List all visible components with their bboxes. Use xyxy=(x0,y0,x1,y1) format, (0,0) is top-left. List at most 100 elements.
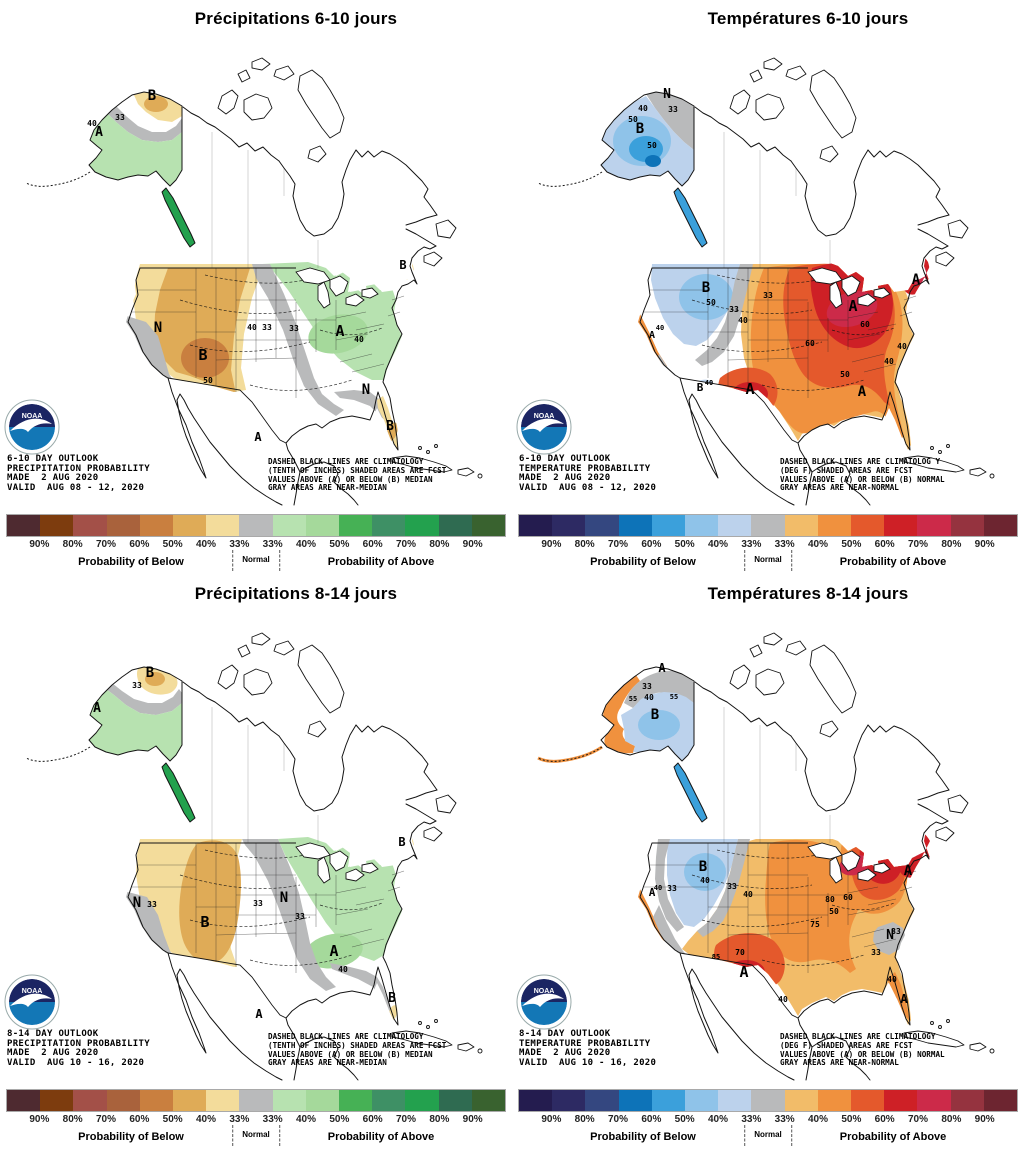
legend-percent-label: 90% xyxy=(29,539,50,550)
region-label: 50 xyxy=(647,141,657,150)
region-label: A xyxy=(329,942,338,960)
region-label: 33 xyxy=(115,113,125,122)
legend-percent-label: 80% xyxy=(941,1114,962,1125)
region-label: 40 xyxy=(887,975,897,984)
outlook-info-line: 6-10 DAY OUTLOOK xyxy=(7,454,99,464)
legend-segment xyxy=(651,1090,686,1111)
outlook-info-block: 8-14 DAY OUTLOOK TEMPERATURE PROBABILITY M… xyxy=(519,1029,656,1068)
legend-segment xyxy=(618,1090,652,1111)
legend-segment xyxy=(519,1090,553,1111)
legend-segment xyxy=(917,1090,951,1111)
region-label: 70 xyxy=(735,948,745,957)
legend-below-label: Probability of Below xyxy=(590,1131,696,1143)
outlook-info-line: 8-14 DAY OUTLOOK xyxy=(7,1029,99,1039)
disclaimer-line: DASHED BLACK LINES ARE CLIMATOLOG Y xyxy=(780,457,941,466)
legend-segment xyxy=(438,1090,472,1111)
region-label: 40 xyxy=(778,995,788,1004)
region-label: 40 xyxy=(644,693,654,702)
panel-precip-6-10: Précipitations 6-10 jours B 33 40 A N B 50 40 33… xyxy=(0,0,512,575)
region-label: A xyxy=(848,297,857,315)
legend-percent-label: 33% xyxy=(229,1114,250,1125)
outlook-info-line: MADE 2 AUG 2020 xyxy=(519,473,611,484)
region-label: 40 xyxy=(638,104,648,113)
region-label: 40 xyxy=(338,965,348,974)
legend-percent-label: 80% xyxy=(574,539,595,550)
disclaimer-line: (TENTH OF INCHES) SHADED AREAS ARE FCST xyxy=(268,1040,447,1050)
conus-shaded-regions xyxy=(638,253,930,450)
region-label: A xyxy=(900,992,908,1006)
region-label: N xyxy=(362,382,370,398)
legend-segment xyxy=(206,515,240,536)
region-label: A xyxy=(745,380,754,398)
outlook-info-line: PRECIPITATION PROBABILITY xyxy=(7,463,150,474)
region-label: 33 xyxy=(147,900,157,909)
region-label: B xyxy=(200,913,209,931)
region-label: 50 xyxy=(628,115,638,124)
region-label: B xyxy=(146,665,154,681)
disclaimer-line: (DEG F) SHADED AREAS ARE FCST xyxy=(780,1040,913,1050)
legend-segment xyxy=(40,515,74,536)
legend-percent-label: 33% xyxy=(741,539,762,550)
region-label: 60 xyxy=(843,893,853,902)
region-label: 40 xyxy=(705,379,713,387)
outlook-info-line: 8-14 DAY OUTLOOK xyxy=(519,1029,611,1039)
legend-segment xyxy=(305,515,340,536)
legend-segment xyxy=(519,515,553,536)
legend-segment xyxy=(851,1090,885,1111)
outlook-info-line: MADE 2 AUG 2020 xyxy=(7,1048,99,1059)
region-label: B xyxy=(651,707,659,723)
region-label: N xyxy=(663,87,671,102)
legend-percent-label: 70% xyxy=(607,1114,629,1125)
legend-segment xyxy=(106,1090,140,1111)
region-label: 40 xyxy=(656,324,664,332)
legend-above-label: Probability of Above xyxy=(327,556,435,568)
region-label: 33 xyxy=(763,291,773,300)
legend-percent-label: 60% xyxy=(129,1114,150,1125)
legend-segment xyxy=(751,515,785,536)
legend-segment xyxy=(106,515,140,536)
legend-percent-label: 70% xyxy=(395,1114,417,1125)
legend-percent-label: 90% xyxy=(29,1114,50,1125)
region-label: A xyxy=(649,886,656,899)
region-label: 40 xyxy=(247,323,257,332)
region-label: 33 xyxy=(262,323,272,332)
legend-percent-label: 33% xyxy=(229,539,250,550)
region-label: 55 xyxy=(670,693,678,701)
region-label: 60 xyxy=(805,339,815,348)
outlook-info-line: TEMPERATURE PROBABILITY xyxy=(519,1038,651,1049)
region-label: 40 xyxy=(654,884,662,892)
panel-title: Précipitations 8-14 jours xyxy=(194,584,398,603)
legend-segment xyxy=(585,1090,619,1111)
legend-below-label: Probability of Below xyxy=(590,556,696,568)
region-label: B xyxy=(398,835,405,849)
legend-segment xyxy=(718,1090,752,1111)
disclaimer-block: DASHED BLACK LINES ARE CLIMATOLOGY (TENTH… xyxy=(268,457,446,493)
legend-segment xyxy=(685,515,719,536)
region-label: A xyxy=(95,125,103,140)
panel-title: Températures 8-14 jours xyxy=(707,584,909,603)
alaska-shaded-regions xyxy=(89,667,182,761)
legend-segment xyxy=(339,1090,373,1111)
legend-segment xyxy=(139,1090,174,1111)
legend-percent-label: 50% xyxy=(162,1114,183,1125)
disclaimer-line: GRAY AREAS ARE NEAR-MEDIAN xyxy=(268,483,387,493)
region-label: A xyxy=(335,322,344,340)
outlook-info-line: VALID AUG 10 - 16, 2020 xyxy=(7,1057,145,1068)
legend-percent-label: 70% xyxy=(907,539,929,550)
legend-percent-label: 40% xyxy=(807,1114,829,1125)
legend-percent-label: 50% xyxy=(329,539,350,550)
disclaimer-line: GRAY AREAS ARE NEAR-NORMAL xyxy=(780,483,899,493)
region-label: B xyxy=(399,258,406,272)
probability-legend: 90% 80% 70% 60% 50% 40% 33% 33% 40% 50% 60% 70% 80% 9… xyxy=(512,510,1024,575)
legend-percent-label: 40% xyxy=(707,539,729,550)
legend-segment xyxy=(239,1090,273,1111)
noaa-logo-text: NOAA xyxy=(22,988,43,995)
legend-segment xyxy=(73,1090,107,1111)
legend-segment xyxy=(173,515,207,536)
legend-above-label: Probability of Above xyxy=(839,1131,947,1143)
legend-percent-label: 50% xyxy=(674,539,695,550)
region-label: A xyxy=(658,661,666,675)
legend-segment xyxy=(552,515,586,536)
region-label: B xyxy=(697,381,704,394)
